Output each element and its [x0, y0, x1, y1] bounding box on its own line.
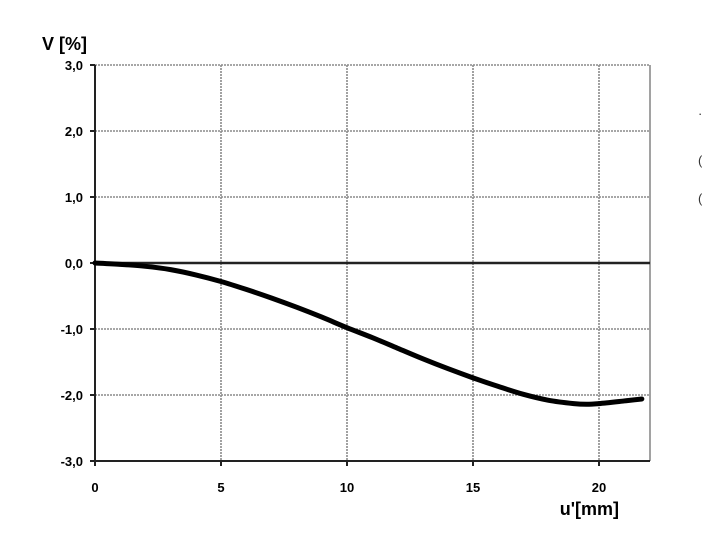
y-tick-label-2: 1,0	[65, 190, 83, 205]
series-layer	[92, 260, 645, 407]
y-tick-label-1: 2,0	[65, 124, 83, 139]
edge-mark-3: (	[698, 191, 702, 206]
y-axis-title: V [%]	[42, 34, 87, 54]
y-tick-label-0: 3,0	[65, 58, 83, 73]
y-tick-label-4: -1,0	[61, 322, 83, 337]
x-axis-title: u'[mm]	[560, 499, 619, 519]
y-tick-label-5: -2,0	[61, 388, 83, 403]
x-tick-label-5: 5	[217, 480, 224, 495]
y-axis-ticks: 3,0 2,0 1,0 0,0 -1,0 -2,0 -3,0	[61, 58, 95, 469]
series-line-0	[92, 260, 645, 407]
x-axis-ticks: 0 5 10 15 20	[91, 461, 606, 495]
x-tick-label-20: 20	[592, 480, 606, 495]
edge-mark-1: ·	[698, 106, 702, 121]
y-tick-label-3: 0,0	[65, 256, 83, 271]
y-tick-label-6: -3,0	[61, 454, 83, 469]
x-tick-label-10: 10	[340, 480, 354, 495]
edge-mark-2: (	[698, 153, 702, 168]
x-tick-label-0: 0	[91, 480, 98, 495]
x-tick-label-15: 15	[466, 480, 480, 495]
